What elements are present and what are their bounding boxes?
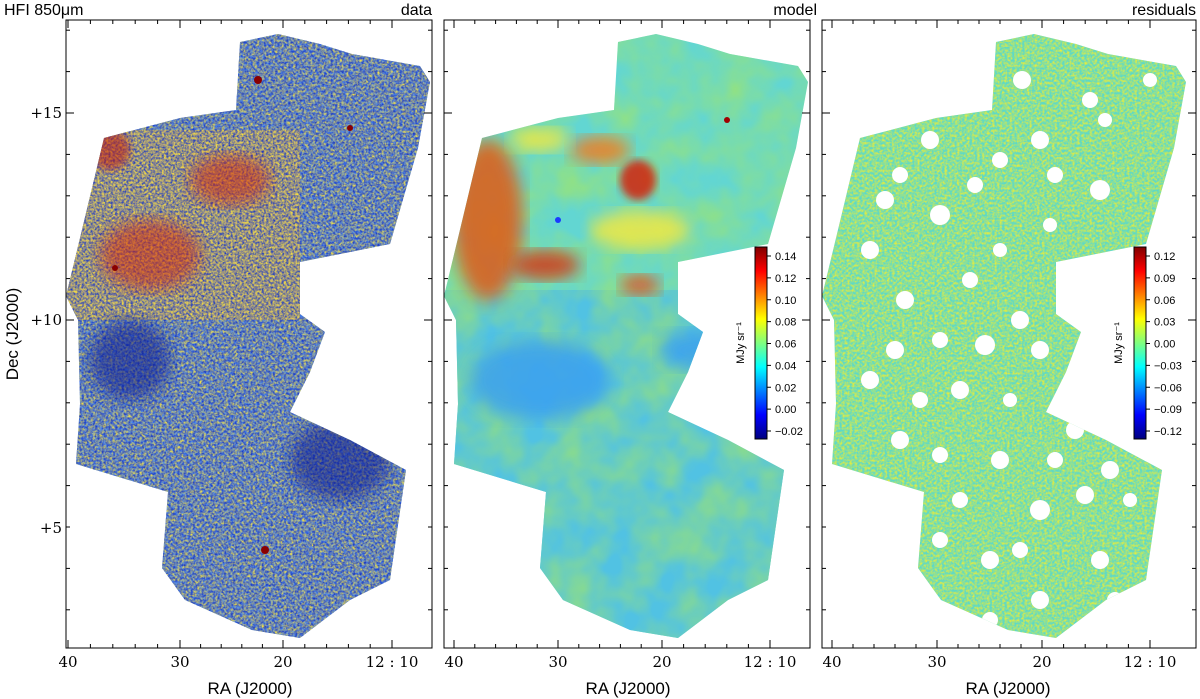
x-tick-label: 20 xyxy=(273,653,292,671)
colorbar-residuals: 0.12 0.09 0.06 0.03 0.00 −0.03 −0.06 −0.09 −0.12… xyxy=(1113,246,1182,440)
colorbar-tick-label: 0.12 xyxy=(775,273,796,285)
colorbar-tick-label: −0.06 xyxy=(1154,382,1182,394)
colorbar-tick-label: 0.09 xyxy=(1154,273,1175,285)
colorbar-tick-label: −0.02 xyxy=(775,426,803,438)
colorbar-model-gradient xyxy=(754,246,768,440)
colorbar-tick-label: 0.03 xyxy=(1154,317,1175,329)
colorbar-tick-label: 0.04 xyxy=(775,360,796,372)
colorbar-residuals-gradient xyxy=(1133,246,1147,440)
colorbar-tick-label: 0.10 xyxy=(775,295,796,307)
data-map xyxy=(66,34,430,638)
y-tick-label: +15 xyxy=(30,104,62,122)
y-tick-label: +5 xyxy=(40,519,62,537)
x-tick-label: 12 : 10 xyxy=(366,653,419,671)
colorbar-tick-label: 0.08 xyxy=(775,317,796,329)
colorbar-tick-label: 0.00 xyxy=(1154,339,1175,351)
data-frame xyxy=(65,19,433,649)
x-tick-label: 40 xyxy=(58,653,77,671)
model-frame xyxy=(443,19,811,649)
colorbar-tick-label: 0.12 xyxy=(1154,251,1175,263)
colorbar-tick-label: −0.03 xyxy=(1154,360,1182,372)
x-tick-label: 40 xyxy=(822,653,841,671)
colorbar-tick-label: 0.02 xyxy=(775,382,796,394)
colorbar-model: 0.14 0.12 0.10 0.08 0.06 0.04 0.02 0.00 −0.02 MJ… xyxy=(735,246,803,440)
colorbar-model-label: MJy sr⁻¹ xyxy=(735,322,747,364)
colorbar-tick-label: 0.06 xyxy=(775,339,796,351)
figure-title: HFI 850μm xyxy=(4,2,83,19)
residuals-frame xyxy=(821,19,1197,649)
y-tick-label: +10 xyxy=(30,311,62,329)
x-tick-label: 12 : 10 xyxy=(1124,653,1177,671)
x-tick-label: 30 xyxy=(927,653,946,671)
x-tick-label: 40 xyxy=(444,653,463,671)
panel-title-data: data xyxy=(401,2,432,19)
x-axis-label-model: RA (J2000) xyxy=(585,679,670,698)
panel-title-model: model xyxy=(773,2,817,19)
panel-data xyxy=(65,19,433,649)
y-axis-label: Dec (J2000) xyxy=(3,288,22,381)
colorbar-tick-label: 0.06 xyxy=(1154,295,1175,307)
x-axis-label-residuals: RA (J2000) xyxy=(965,679,1050,698)
x-tick-label: 30 xyxy=(170,653,189,671)
colorbar-residuals-ticks: 0.12 0.09 0.06 0.03 0.00 −0.03 −0.06 −0.09 −0.12 xyxy=(1146,251,1182,438)
x-tick-label: 20 xyxy=(1032,653,1051,671)
colorbar-residuals-label: MJy sr⁻¹ xyxy=(1113,322,1125,364)
x-tick-label: 20 xyxy=(652,653,671,671)
axis-ticks: 40 30 20 12 : 10 40 30 20 12 : 10 40 30 20 12 : 10 +… xyxy=(30,20,1196,671)
x-tick-label: 30 xyxy=(548,653,567,671)
x-axis-label-data: RA (J2000) xyxy=(207,679,292,698)
colorbar-tick-label: 0.00 xyxy=(775,404,796,416)
colorbar-tick-label: −0.12 xyxy=(1154,426,1182,438)
colorbar-model-ticks: 0.14 0.12 0.10 0.08 0.06 0.04 0.02 0.00 −0.02 xyxy=(767,251,803,438)
x-tick-label: 12 : 10 xyxy=(744,653,797,671)
colorbar-tick-label: 0.14 xyxy=(775,251,796,263)
panel-title-residuals: residuals xyxy=(1132,2,1196,19)
colorbar-tick-label: −0.09 xyxy=(1154,404,1182,416)
